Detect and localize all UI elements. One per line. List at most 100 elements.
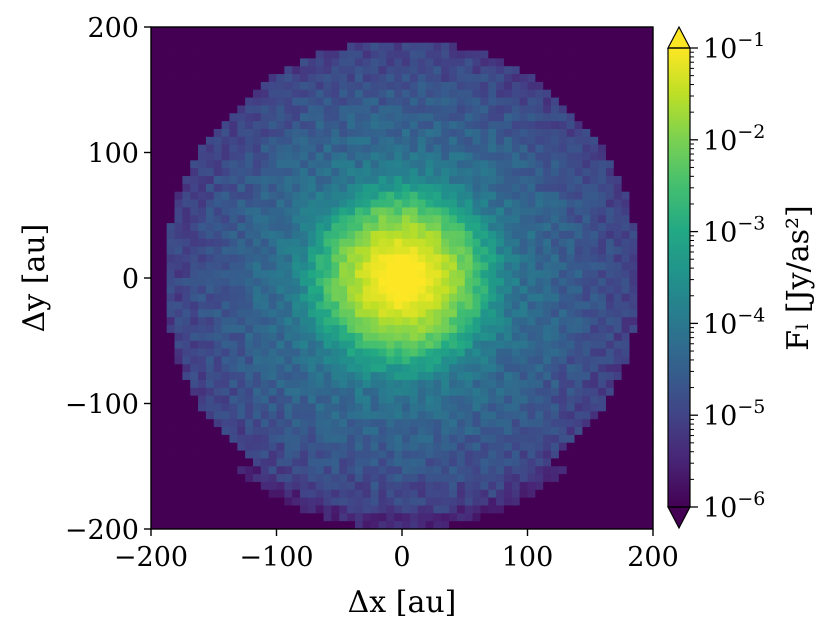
heatmap-cell bbox=[456, 317, 466, 326]
heatmap-cell bbox=[190, 238, 199, 248]
heatmap-cell bbox=[449, 66, 458, 75]
heatmap-cell bbox=[456, 160, 466, 169]
heatmap-cell bbox=[339, 340, 348, 349]
heatmap-cell bbox=[300, 207, 309, 216]
heatmap-cell bbox=[402, 121, 411, 130]
heatmap-cell bbox=[535, 58, 544, 67]
heatmap-cell bbox=[166, 442, 175, 451]
heatmap-cell bbox=[402, 364, 411, 373]
heatmap-cell bbox=[198, 121, 207, 130]
heatmap-cell bbox=[347, 199, 356, 208]
heatmap-cell bbox=[480, 58, 489, 67]
heatmap-cell bbox=[347, 144, 356, 153]
heatmap-cell bbox=[221, 513, 230, 522]
heatmap-cell bbox=[323, 58, 332, 67]
heatmap-cell bbox=[464, 419, 473, 428]
heatmap-cell bbox=[158, 434, 168, 444]
heatmap-cell bbox=[182, 497, 191, 506]
heatmap-cell bbox=[527, 81, 536, 91]
heatmap-cell bbox=[268, 121, 277, 130]
heatmap-cell bbox=[503, 458, 513, 467]
heatmap-cell bbox=[496, 513, 505, 522]
heatmap-cell bbox=[582, 285, 591, 295]
heatmap-cell bbox=[300, 293, 309, 302]
heatmap-cell bbox=[503, 160, 513, 169]
heatmap-cell bbox=[613, 427, 623, 436]
heatmap-cell bbox=[229, 379, 238, 389]
heatmap-cell bbox=[472, 121, 481, 130]
heatmap-cell bbox=[221, 89, 230, 98]
heatmap-cell bbox=[551, 372, 560, 381]
heatmap-cell bbox=[190, 270, 199, 279]
heatmap-cell bbox=[300, 215, 309, 224]
heatmap-cell bbox=[511, 50, 521, 59]
heatmap-cell bbox=[198, 136, 207, 146]
heatmap-cell bbox=[362, 293, 372, 302]
heatmap-cell bbox=[645, 223, 654, 232]
heatmap-cell bbox=[449, 419, 458, 428]
heatmap-cell bbox=[590, 27, 599, 36]
heatmap-cell bbox=[472, 442, 481, 451]
heatmap-cell bbox=[441, 27, 450, 36]
heatmap-cell bbox=[503, 191, 513, 200]
heatmap-cell bbox=[409, 481, 419, 491]
heatmap-cell bbox=[237, 144, 246, 153]
heatmap-cell bbox=[402, 238, 411, 248]
heatmap-cell bbox=[425, 395, 434, 404]
heatmap-cell bbox=[590, 379, 599, 389]
heatmap-cell bbox=[637, 144, 646, 153]
heatmap-cell bbox=[558, 332, 568, 342]
heatmap-cell bbox=[574, 223, 583, 232]
heatmap-cell bbox=[174, 489, 183, 499]
heatmap-cell bbox=[158, 27, 168, 36]
heatmap-cell bbox=[488, 301, 497, 310]
heatmap-cell bbox=[394, 246, 403, 255]
heatmap-cell bbox=[394, 395, 403, 404]
heatmap-cell bbox=[292, 152, 301, 161]
heatmap-cell bbox=[464, 340, 473, 349]
heatmap-cell bbox=[621, 27, 630, 36]
heatmap-cell bbox=[558, 356, 568, 365]
heatmap-cell bbox=[292, 97, 301, 106]
heatmap-cell bbox=[370, 246, 379, 255]
heatmap-cell bbox=[402, 270, 411, 279]
heatmap-cell bbox=[535, 207, 544, 216]
heatmap-cell bbox=[158, 466, 168, 475]
heatmap-cell bbox=[394, 58, 403, 67]
heatmap-cell bbox=[213, 309, 222, 318]
heatmap-cell bbox=[362, 66, 372, 75]
heatmap-cell bbox=[425, 474, 434, 483]
heatmap-cell bbox=[268, 403, 277, 412]
heatmap-cell bbox=[370, 450, 379, 459]
heatmap-cell bbox=[158, 317, 168, 326]
heatmap-cell bbox=[394, 160, 403, 169]
heatmap-cell bbox=[315, 89, 324, 98]
heatmap-cell bbox=[323, 332, 332, 342]
heatmap-cell bbox=[354, 419, 364, 428]
heatmap-cell bbox=[598, 505, 607, 514]
heatmap-cell bbox=[527, 121, 536, 130]
heatmap-cell bbox=[543, 270, 552, 279]
heatmap-cell bbox=[449, 183, 458, 193]
heatmap-cell bbox=[370, 513, 379, 522]
heatmap-cell bbox=[347, 113, 356, 122]
heatmap-cell bbox=[551, 278, 560, 287]
heatmap-cell bbox=[441, 207, 450, 216]
heatmap-cell bbox=[433, 481, 442, 491]
heatmap-cell bbox=[417, 481, 426, 491]
heatmap-cell bbox=[166, 215, 175, 224]
heatmap-cell bbox=[566, 176, 575, 185]
heatmap-cell bbox=[582, 50, 591, 59]
heatmap-cell bbox=[174, 285, 183, 295]
heatmap-cell bbox=[158, 262, 168, 271]
heatmap-cell bbox=[378, 230, 387, 240]
heatmap-cell bbox=[158, 34, 168, 44]
heatmap-cell bbox=[158, 128, 168, 138]
heatmap-cell bbox=[456, 254, 466, 263]
heatmap-cell bbox=[362, 340, 372, 349]
heatmap-cell bbox=[409, 466, 419, 475]
heatmap-cell bbox=[637, 238, 646, 248]
heatmap-cell bbox=[292, 199, 301, 208]
heatmap-cell bbox=[464, 474, 473, 483]
heatmap-cell bbox=[598, 215, 607, 224]
